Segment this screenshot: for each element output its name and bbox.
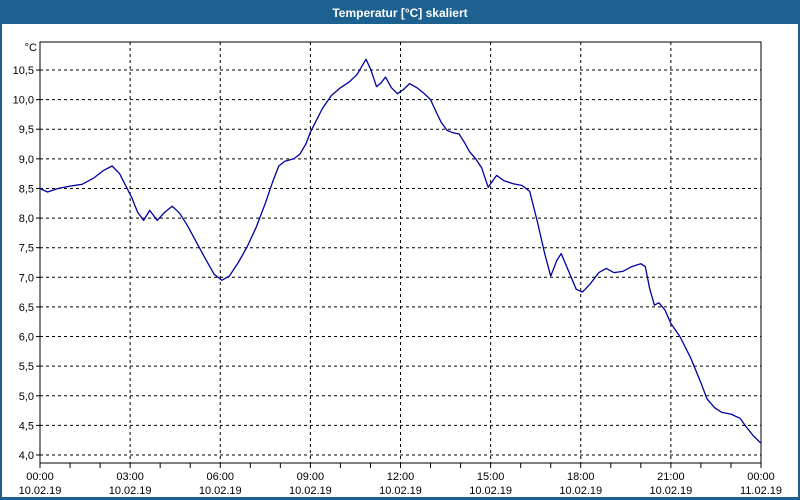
y-axis-unit-label: °C	[25, 42, 37, 54]
x-tick-label-date: 10.02.19	[19, 485, 62, 496]
y-tick-label: 6,5	[19, 302, 34, 314]
x-tick-label-date: 10.02.19	[289, 485, 332, 496]
y-tick-label: 5,0	[19, 391, 34, 403]
x-tick-label-date: 10.02.19	[649, 485, 692, 496]
y-tick-label: 4,5	[19, 420, 34, 432]
y-tick-label: 8,0	[19, 213, 34, 225]
y-tick-label: 9,5	[19, 124, 34, 136]
y-tick-label: 6,0	[19, 332, 34, 344]
y-tick-label: 7,0	[19, 272, 34, 284]
x-tick-label-time: 15:00	[477, 471, 505, 483]
x-tick-label-date: 10.02.19	[199, 485, 242, 496]
x-tick-label-time: 00:00	[747, 471, 775, 483]
y-tick-label: 10,0	[13, 95, 34, 107]
x-tick-label-time: 09:00	[297, 471, 325, 483]
x-tick-label-time: 03:00	[116, 471, 144, 483]
chart-area: 4,0 4,5 5,0 5,5 6,0 6,5 7,0 7,5 8,0 8,5 9,0 9,5 10,0…	[2, 24, 798, 496]
x-tick-label-date: 10.02.19	[379, 485, 422, 496]
y-tick-label: 10,5	[13, 65, 34, 77]
y-tick-label: 7,5	[19, 243, 34, 255]
title-bar: Temperatur [°C] skaliert	[2, 2, 798, 24]
x-tick-label-time: 00:00	[26, 471, 54, 483]
window-title: Temperatur [°C] skaliert	[332, 6, 468, 20]
temperature-chart: 4,0 4,5 5,0 5,5 6,0 6,5 7,0 7,5 8,0 8,5 9,0 9,5 10,0…	[13, 41, 782, 496]
x-tick-label-time: 12:00	[387, 471, 415, 483]
x-tick-label-time: 21:00	[657, 471, 685, 483]
y-tick-label: 9,0	[19, 154, 34, 166]
x-tick-label-time: 18:00	[567, 471, 595, 483]
y-tick-label: 8,5	[19, 183, 34, 195]
x-tick-label-date: 10.02.19	[559, 485, 602, 496]
x-tick-label-date: 10.02.19	[469, 485, 512, 496]
y-tick-label: 4,0	[19, 450, 34, 462]
x-tick-label-date: 11.02.19	[740, 485, 782, 496]
temperature-line	[39, 58, 762, 444]
x-tick-label-time: 06:00	[206, 471, 234, 483]
y-tick-label: 5,5	[19, 361, 34, 373]
x-tick-label-date: 10.02.19	[109, 485, 152, 496]
